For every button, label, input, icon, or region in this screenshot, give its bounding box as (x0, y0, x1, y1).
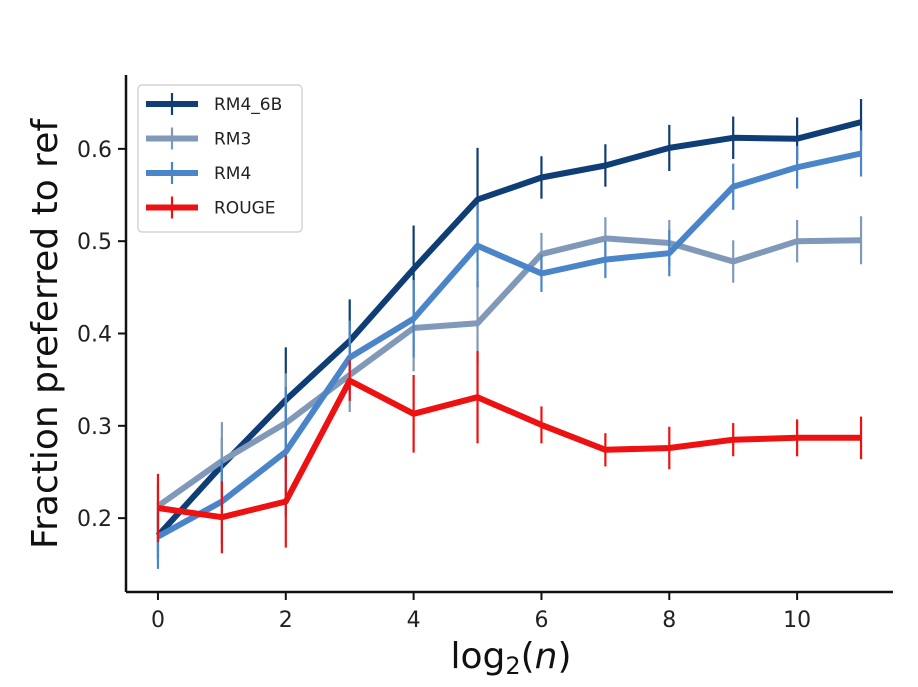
x-tick-label: 2 (279, 608, 293, 633)
legend: RM4_6B RM3 RM4 ROUGE (137, 84, 303, 233)
x-axis-label-close-paren: ) (558, 636, 572, 677)
y-tick-label: 0.5 (77, 230, 112, 255)
plot-area: 0.2 0.3 0.4 0.5 0.6 0 2 4 6 8 10 (77, 75, 893, 633)
y-axis-ticks: 0.2 0.3 0.4 0.5 0.6 (77, 138, 126, 532)
series-line-rm4-6b (155, 119, 862, 538)
y-tick-label: 0.4 (77, 323, 112, 348)
legend-label: ROUGE (214, 199, 276, 219)
series-line-rm3 (156, 235, 862, 509)
y-axis-label: Fraction preferred to ref (25, 118, 66, 549)
x-axis-label-open-paren: ( (521, 636, 535, 677)
legend-item-rm3: RM3 (146, 127, 251, 150)
legend-label: RM4_6B (214, 95, 282, 115)
x-axis-ticks: 0 2 4 6 8 10 (151, 592, 811, 633)
y-tick-label: 0.2 (77, 507, 112, 532)
x-tick-label: 10 (783, 608, 811, 633)
series-rm3 (156, 216, 863, 530)
legend-box (137, 84, 303, 233)
x-tick-label: 6 (534, 608, 548, 633)
x-axis-label-log: log (450, 636, 505, 677)
x-axis-label: log2(n) (450, 636, 571, 680)
x-tick-label: 8 (662, 608, 676, 633)
y-tick-label: 0.6 (77, 138, 112, 163)
x-tick-label: 0 (151, 608, 165, 633)
series-layer (155, 99, 863, 569)
x-tick-label: 4 (407, 608, 421, 633)
legend-item-rm4: RM4 (146, 162, 251, 184)
x-axis-label-subscript: 2 (505, 652, 520, 680)
x-axis-label-variable: n (535, 636, 558, 677)
legend-item-rouge: ROUGE (146, 196, 276, 219)
y-tick-label: 0.3 (77, 415, 112, 440)
legend-label: RM4 (214, 164, 251, 184)
series-line-rm4 (156, 150, 862, 540)
series-rouge (156, 351, 863, 554)
series-line-rouge (157, 377, 861, 521)
legend-label: RM3 (214, 130, 251, 150)
legend-item-rm4-6b: RM4_6B (146, 93, 282, 115)
